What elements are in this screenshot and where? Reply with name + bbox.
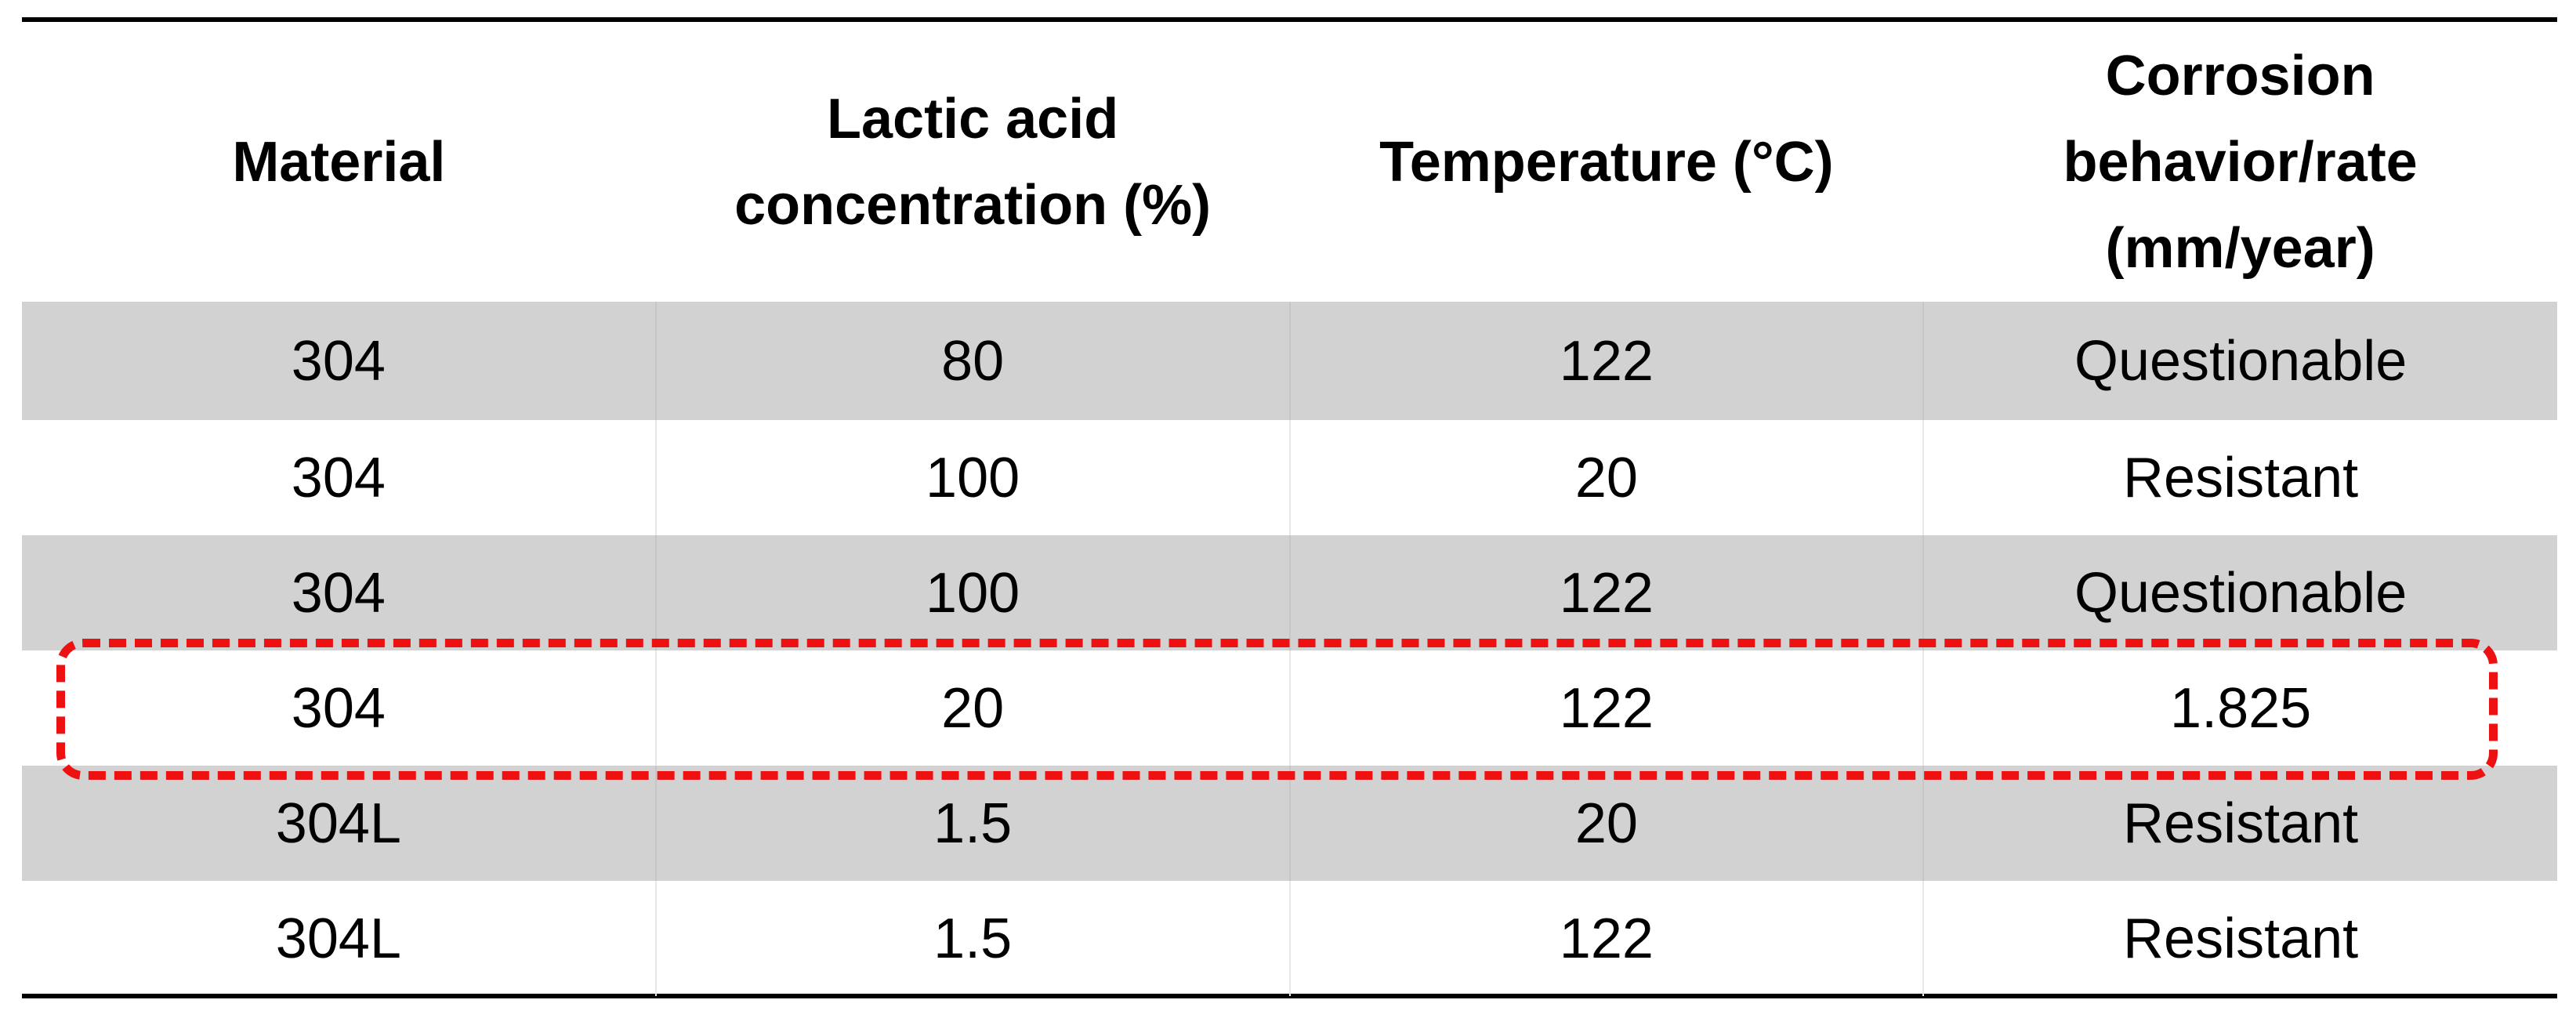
cell-concentration: 1.5: [654, 766, 1290, 881]
table-row: 304L 1.5 20 Resistant: [22, 766, 2557, 881]
header-corrosion-rate: Corrosion behavior/rate (mm/year): [2063, 44, 2418, 280]
header-temperature: Temperature (°C): [1379, 130, 1834, 194]
cell-material: 304L: [275, 907, 401, 970]
cell-corrosion: Resistant: [1922, 881, 2557, 996]
header-lactic-acid-concentration: Lactic acid concentration (%): [734, 87, 1212, 237]
table-row: 304 100 20 Resistant: [22, 420, 2557, 535]
cell-concentration: 100: [654, 535, 1290, 650]
cell-concentration: 20: [654, 650, 1290, 766]
cell-corrosion: Questionable: [1922, 302, 2557, 420]
table-row: 304 80 122 Questionable: [22, 302, 2557, 420]
cell-material: 304: [291, 676, 386, 740]
cell-concentration: 1.5: [654, 881, 1290, 996]
cell-corrosion: Resistant: [1922, 766, 2557, 881]
table-top-rule: [22, 17, 2557, 22]
cell-material: 304: [22, 302, 656, 420]
cell-corrosion: 1.825: [1922, 650, 2557, 766]
cell-temperature: 20: [1288, 766, 1924, 881]
cell-temperature: 122: [1288, 881, 1924, 996]
cell-temperature: 122: [1288, 302, 1924, 420]
cell-corrosion: Questionable: [1922, 535, 2557, 650]
cell-temperature: 20: [1288, 420, 1924, 535]
table-row: 304L 1.5 122 Resistant: [22, 881, 2557, 996]
table-bottom-rule: [22, 994, 2557, 998]
cell-temperature: 122: [1288, 650, 1924, 766]
cell-temperature: 122: [1288, 535, 1924, 650]
cell-corrosion: Resistant: [1922, 420, 2557, 535]
corrosion-table: Material Lactic acid concentration (%) T…: [22, 22, 2557, 996]
table-row-highlighted: 304 20 122 1.825: [22, 650, 2557, 766]
cell-material: 304: [22, 535, 656, 650]
cell-concentration: 80: [654, 302, 1290, 420]
header-material: Material: [232, 130, 446, 194]
cell-material: 304: [291, 446, 386, 509]
header-row: Material Lactic acid concentration (%) T…: [22, 22, 2557, 302]
cell-material: 304L: [22, 766, 656, 881]
table-row: 304 100 122 Questionable: [22, 535, 2557, 650]
cell-concentration: 100: [654, 420, 1290, 535]
